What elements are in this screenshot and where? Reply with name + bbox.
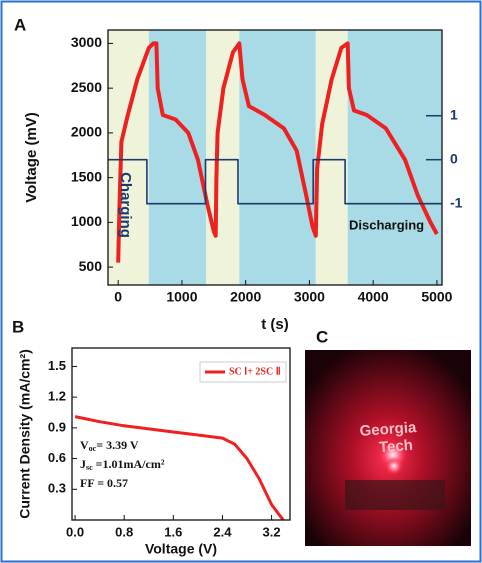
x-tick-label: 1.6 xyxy=(164,524,182,539)
x-tick-label: 0 xyxy=(114,289,122,305)
annotation-subscript: oc xyxy=(89,444,97,453)
annotation-symbol: FF xyxy=(80,476,94,490)
data-line xyxy=(108,158,442,205)
y2-tick-label: -1 xyxy=(450,194,463,210)
x-tick-label: 0.8 xyxy=(115,524,133,539)
x-tick-label: 0.0 xyxy=(66,524,84,539)
y-tick-label: 1.2 xyxy=(48,389,66,404)
photo-text: Tech xyxy=(378,437,413,456)
y2-tick-label: 0 xyxy=(450,150,458,166)
plot-frame xyxy=(71,347,291,521)
y-tick-label: 0.6 xyxy=(48,450,66,465)
y-axis-label: Voltage (mV) xyxy=(23,112,40,203)
annotation-symbol: J xyxy=(80,457,86,471)
x-tick-label: 4000 xyxy=(358,289,389,305)
y-axis-label: Current Density (mA/cm²) xyxy=(17,349,33,519)
x-tick-label: 5000 xyxy=(421,289,452,305)
photo-panel: Georgia Tech C xyxy=(305,327,471,546)
x-tick-label: 2000 xyxy=(230,289,261,305)
legend-label: SC Ⅰ+ 2SC Ⅱ xyxy=(229,366,281,377)
panel-label: C xyxy=(316,327,328,346)
panel-label: A xyxy=(14,15,26,34)
x-tick-label: 3.2 xyxy=(263,524,281,539)
x-tick-label: 1000 xyxy=(166,289,197,305)
led-glow xyxy=(385,457,403,475)
y-tick-label: 0.9 xyxy=(48,419,66,434)
y-tick-label: 1.5 xyxy=(48,358,66,373)
annotation-text: = 0.57 xyxy=(94,476,128,490)
panel-label: B xyxy=(12,317,24,336)
annotation-text: = 3.39 V xyxy=(96,438,139,452)
y-tick-label: 2000 xyxy=(71,124,102,140)
annotation-text: =1.01mA/cm² xyxy=(93,457,165,471)
photo-text: Georgia xyxy=(359,419,417,440)
region xyxy=(206,30,240,285)
annotation: Jsc =1.01mA/cm² xyxy=(80,457,165,472)
plot-frame xyxy=(107,29,443,286)
y-tick-label: 500 xyxy=(79,258,103,274)
y-tick-label: 3000 xyxy=(71,34,102,50)
annotation: Discharging xyxy=(349,217,424,232)
photo-object xyxy=(345,480,445,510)
annotation-symbol: V xyxy=(80,438,89,452)
y-tick-label: 1500 xyxy=(71,168,102,184)
annotation-subscript: sc xyxy=(86,463,93,472)
region xyxy=(239,30,316,285)
annotation: Voc= 3.39 V xyxy=(80,438,139,453)
y2-tick-label: 1 xyxy=(450,106,458,122)
y-tick-label: 2500 xyxy=(71,79,102,95)
annotation: FF = 0.57 xyxy=(80,476,128,490)
x-axis-label: Voltage (V) xyxy=(145,541,217,557)
region xyxy=(347,30,442,285)
y-tick-label: 0.3 xyxy=(48,481,66,496)
x-tick-label: 2.4 xyxy=(213,524,232,539)
x-axis-label: t (s) xyxy=(261,316,289,333)
region xyxy=(315,30,348,285)
legend-box xyxy=(199,361,287,383)
region xyxy=(108,30,149,285)
x-tick-label: 3000 xyxy=(294,289,325,305)
data-line xyxy=(116,41,439,263)
annotation: Charging xyxy=(117,172,134,238)
y-tick-label: 1000 xyxy=(71,213,102,229)
data-line xyxy=(74,415,285,521)
